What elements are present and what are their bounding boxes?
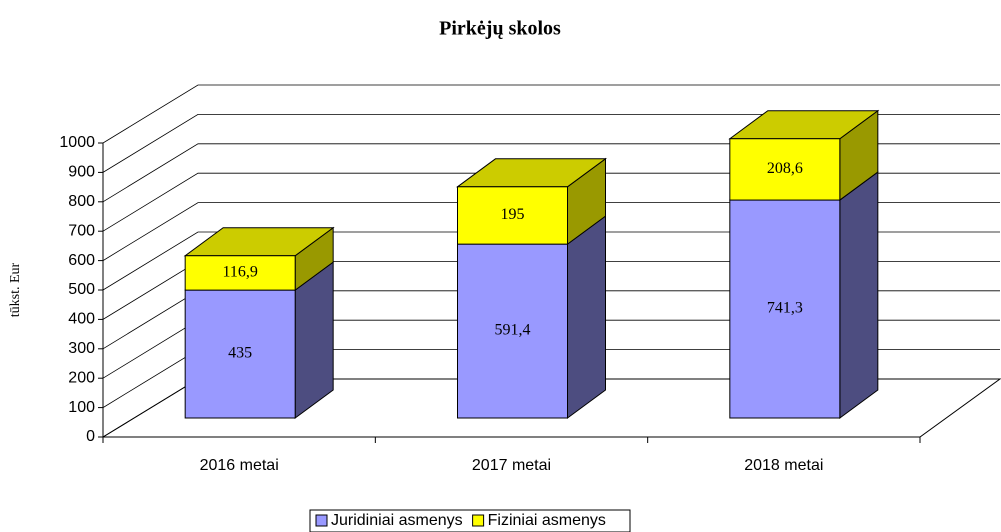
value-label: 208,6 <box>767 160 803 177</box>
value-label: 116,9 <box>222 264 257 281</box>
y-tick-label: 100 <box>68 399 95 416</box>
y-tick-label: 200 <box>68 369 95 386</box>
legend-label: Fiziniai asmenys <box>488 512 606 529</box>
legend-box <box>309 509 631 532</box>
chart-title: Pirkėjų skolos <box>439 18 561 40</box>
value-label: 435 <box>228 345 252 362</box>
legend-label: Juridiniai asmenys <box>331 512 463 529</box>
bar <box>729 138 841 201</box>
y-tick-label: 0 <box>86 428 95 445</box>
y-tick-label: 500 <box>68 281 95 298</box>
x-tick-label: 2018 metai <box>744 457 823 474</box>
legend-swatch <box>315 514 328 527</box>
y-tick-label: 600 <box>68 252 95 269</box>
y-tick-label: 700 <box>68 222 95 239</box>
bar-side <box>839 171 879 419</box>
value-label: 591,4 <box>495 322 531 339</box>
value-label: 741,3 <box>767 300 803 317</box>
legend-swatch <box>472 514 485 527</box>
x-tick-label: 2016 metai <box>200 457 279 474</box>
y-tick-label: 1000 <box>59 134 95 151</box>
grid-line <box>102 114 1000 173</box>
y-tick-label: 400 <box>68 311 95 328</box>
grid-line <box>102 84 1000 144</box>
x-tick-label: 2017 metai <box>472 457 551 474</box>
y-axis-label: tūkst. Eur <box>8 262 23 317</box>
bar <box>184 255 296 291</box>
bar <box>457 186 568 245</box>
y-tick-label: 300 <box>68 340 95 357</box>
bar <box>729 199 841 419</box>
bar-side <box>567 215 606 419</box>
y-tick-label: 800 <box>68 193 95 210</box>
value-label: 195 <box>501 206 525 223</box>
y-tick-label: 900 <box>68 164 95 181</box>
bar <box>184 289 296 419</box>
